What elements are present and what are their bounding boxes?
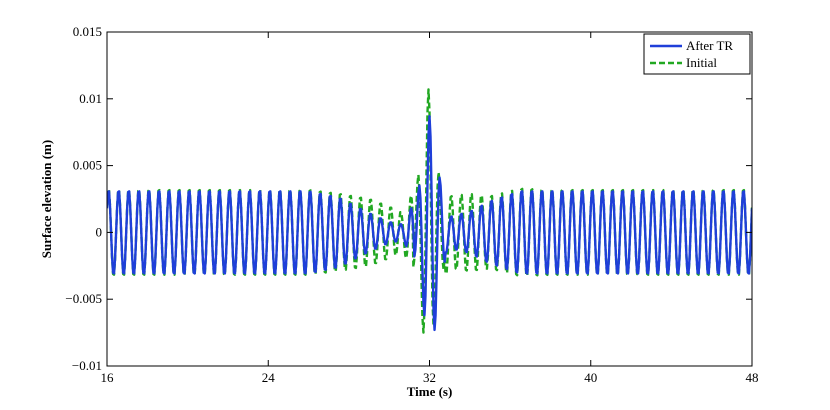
y-tick-label: −0.01 [72,358,102,373]
x-axis-title: Time (s) [407,384,453,399]
series-line-after-tr [107,114,752,332]
x-tick-label: 40 [584,370,597,385]
series-layer [107,88,752,334]
x-tick-label: 24 [262,370,276,385]
x-tick-label: 48 [746,370,759,385]
y-tick-label: 0.015 [73,24,102,39]
x-tick-label: 32 [423,370,436,385]
y-tick-label: 0.01 [79,91,102,106]
y-axis: −0.01 −0.005 0 0.005 0.01 0.015 [65,24,752,373]
x-axis: 16 24 32 40 48 [101,32,759,385]
y-tick-label: 0.005 [73,158,102,173]
y-axis-title: Surface elevation (m) [39,140,54,258]
legend-label: After TR [686,38,733,53]
legend-label: Initial [686,55,717,70]
series-line-initial [107,88,752,334]
y-tick-label: −0.005 [65,291,102,306]
plot-frame [106,31,753,367]
legend: After TR Initial [643,33,751,75]
legend-box [643,33,751,75]
y-tick-label: 0 [96,224,103,239]
x-tick-label: 16 [101,370,115,385]
